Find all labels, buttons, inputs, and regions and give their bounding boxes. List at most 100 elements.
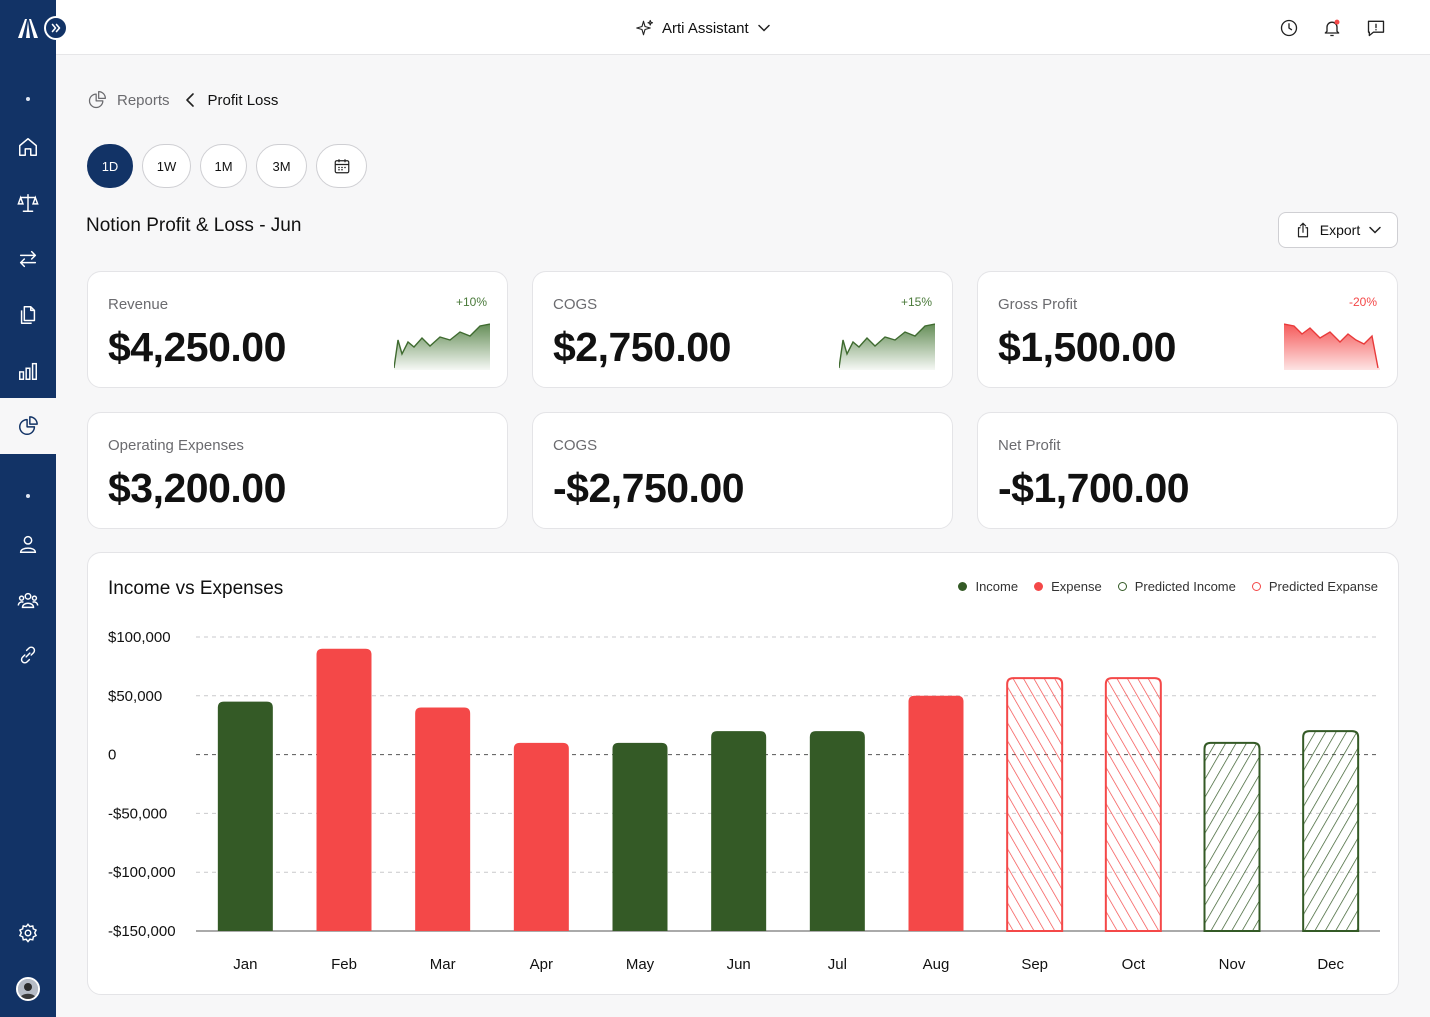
metric-card-net-profit: Net Profit -$1,700.00 — [977, 412, 1398, 529]
sparkline-up — [839, 323, 935, 370]
y-tick-label: -$50,000 — [108, 805, 167, 822]
card-label: Gross Profit — [998, 296, 1078, 313]
sidebar-item-balance[interactable] — [0, 175, 56, 231]
legend-label: Income — [975, 579, 1019, 594]
feedback-button[interactable] — [1364, 16, 1388, 40]
bar-jun — [711, 731, 767, 931]
sidebar-item-home[interactable] — [0, 119, 56, 175]
legend-label: Predicted Expanse — [1268, 579, 1378, 594]
sidebar-item-profile[interactable] — [0, 516, 56, 572]
card-value: $4,250.00 — [108, 324, 286, 370]
pie-chart-icon — [19, 416, 38, 435]
metric-card-cogs: COGS $2,750.00 +15% — [532, 271, 953, 388]
nav-divider-dot — [26, 97, 30, 101]
card-change: +10% — [455, 295, 487, 309]
card-change: -20% — [1348, 295, 1377, 309]
scale-icon — [17, 194, 39, 212]
bar-mar — [415, 707, 471, 931]
legend-swatch — [1034, 582, 1044, 591]
sparkline-down — [1284, 323, 1380, 370]
team-icon — [17, 592, 39, 609]
sidebar-item-integrations[interactable] — [0, 627, 56, 683]
bar-may — [612, 742, 668, 931]
card-value: -$2,750.00 — [553, 465, 745, 511]
history-button[interactable] — [1277, 16, 1301, 40]
message-alert-icon — [1367, 20, 1385, 37]
card-value: $2,750.00 — [553, 324, 731, 370]
top-bar: Arti Assistant — [56, 0, 1430, 55]
sparkline-up — [394, 323, 490, 370]
sparkle-icon — [636, 19, 654, 36]
card-label: Net Profit — [998, 437, 1061, 454]
sidebar-item-reports[interactable] — [0, 398, 56, 454]
double-chevron-right-icon — [51, 23, 61, 33]
legend-item-predicted-expense: Predicted Expanse — [1251, 579, 1378, 594]
bar-feb — [316, 648, 372, 931]
pie-chart-icon — [88, 91, 106, 109]
y-tick-label: $100,000 — [108, 629, 171, 646]
legend-swatch — [958, 582, 968, 591]
income-expenses-chart: $100,000 $50,000 0 -$50,000 -$100,000 -$150,0… — [108, 629, 1380, 973]
sidebar-item-team[interactable] — [0, 572, 56, 628]
legend-swatch — [1251, 582, 1261, 591]
y-tick-label: -$100,000 — [108, 864, 176, 881]
expand-sidebar-button[interactable] — [44, 16, 68, 40]
bar-jan — [217, 701, 273, 931]
x-tick-label: Oct — [1122, 956, 1146, 973]
y-tick-label: 0 — [108, 747, 116, 764]
sidebar-item-transactions[interactable] — [0, 231, 56, 287]
y-tick-label: -$150,000 — [108, 923, 176, 940]
x-tick-label: Apr — [530, 956, 553, 973]
breadcrumb-parent-link[interactable]: Reports — [117, 91, 170, 109]
share-icon — [1297, 222, 1308, 238]
home-icon — [19, 138, 37, 156]
sidebar-item-settings[interactable] — [0, 905, 56, 961]
back-chevron-icon[interactable] — [184, 92, 196, 108]
assistant-dropdown[interactable]: Arti Assistant — [636, 16, 771, 40]
legend-swatch — [1117, 582, 1127, 591]
card-change: +15% — [900, 295, 932, 309]
bar-apr — [513, 742, 569, 931]
bar-aug — [908, 695, 964, 931]
income-expenses-chart-card: $100,000 $50,000 0 -$50,000 -$100,000 -$150,0… — [87, 552, 1399, 995]
transfer-icon — [19, 250, 37, 268]
page-title: Notion Profit & Loss - Jun — [86, 215, 302, 236]
card-label: COGS — [553, 296, 598, 313]
range-pill-1d[interactable]: 1D — [87, 144, 133, 188]
metric-card-gross-profit: Gross Profit $1,500.00 -20% — [977, 271, 1398, 388]
bar-chart-icon — [19, 362, 37, 380]
x-tick-label: Jul — [828, 956, 847, 973]
card-label: Revenue — [108, 296, 169, 313]
settings-icon — [18, 923, 38, 943]
sidebar-item-analytics[interactable] — [0, 343, 56, 399]
user-icon — [19, 535, 37, 553]
link-icon — [20, 646, 36, 664]
user-avatar-button[interactable] — [0, 961, 56, 1017]
documents-icon — [20, 306, 36, 324]
chart-legend: Income Expense Predicted Income Predicte… — [958, 579, 1378, 594]
card-label: Operating Expenses — [108, 437, 244, 454]
range-pill-3m[interactable]: 3M — [256, 144, 307, 188]
bar-sep — [1006, 677, 1064, 932]
assistant-label: Arti Assistant — [662, 19, 749, 37]
legend-item-predicted-income: Predicted Income — [1117, 579, 1236, 594]
notifications-button[interactable] — [1320, 16, 1344, 40]
legend-label: Expense — [1051, 579, 1102, 594]
x-tick-label: Aug — [923, 956, 950, 973]
nav-divider-dot — [26, 494, 30, 498]
sidebar-item-documents[interactable] — [0, 287, 56, 343]
range-pill-1w[interactable]: 1W — [142, 144, 191, 188]
calendar-icon — [334, 159, 349, 174]
date-picker-button[interactable] — [316, 144, 367, 188]
metric-card-revenue: Revenue $4,250.00 +10% — [87, 271, 508, 388]
range-pill-1m[interactable]: 1M — [200, 144, 247, 188]
logo-icon — [18, 19, 38, 38]
chevron-down-icon — [1369, 226, 1381, 234]
x-tick-label: Jan — [233, 956, 257, 973]
x-tick-label: Jun — [727, 956, 751, 973]
export-button[interactable]: Export — [1278, 212, 1398, 248]
x-tick-label: May — [626, 956, 655, 973]
bar-nov — [1203, 741, 1261, 932]
sidebar — [0, 0, 56, 1017]
breadcrumb-current: Profit Loss — [207, 91, 279, 109]
